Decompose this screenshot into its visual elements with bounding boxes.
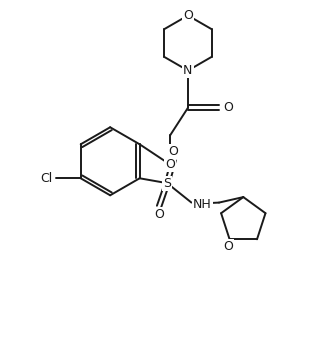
Text: O: O [183,9,193,22]
Text: O: O [154,208,164,221]
Text: O: O [223,240,233,253]
Text: S: S [163,177,171,190]
Text: Cl: Cl [40,172,53,185]
Text: O: O [169,145,179,158]
Text: N: N [183,64,192,77]
Text: O: O [223,101,233,114]
Text: O: O [165,158,175,171]
Text: NH: NH [193,198,212,211]
